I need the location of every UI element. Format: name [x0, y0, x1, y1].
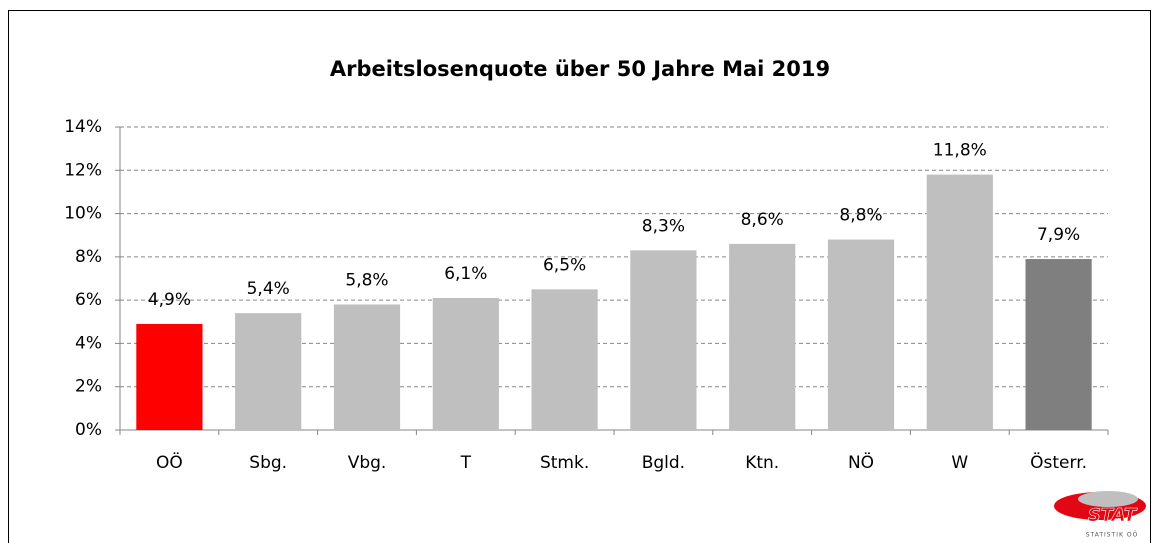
y-tick-label: 0%	[75, 420, 102, 440]
y-tick-label: 6%	[75, 290, 102, 310]
bar	[1025, 259, 1092, 430]
logo-text: STAT	[1088, 505, 1138, 526]
data-label: 7,9%	[1037, 225, 1080, 245]
chart-title: Arbeitslosenquote über 50 Jahre Mai 2019	[330, 57, 830, 81]
bar	[432, 297, 499, 430]
y-tick-label: 14%	[64, 117, 102, 137]
logo: STAT STATISTIK OÖ	[1054, 491, 1146, 539]
x-tick-label: T	[460, 453, 472, 473]
x-tick-label: NÖ	[848, 451, 874, 473]
data-label: 5,8%	[345, 270, 388, 290]
bar	[926, 174, 993, 430]
bar	[333, 304, 401, 430]
bar	[729, 243, 796, 430]
data-label: 8,3%	[642, 216, 685, 236]
data-label: 5,4%	[247, 279, 290, 299]
logo-shape	[1078, 491, 1138, 507]
bar	[136, 323, 203, 430]
x-tick-label: W	[951, 453, 968, 473]
data-label: 8,6%	[741, 210, 784, 230]
data-label: 6,5%	[543, 255, 586, 275]
bar	[531, 289, 598, 430]
bar	[827, 239, 895, 430]
x-tick-label: Bgld.	[642, 453, 685, 473]
y-tick-label: 8%	[75, 247, 102, 267]
x-tick-label: Vbg.	[348, 453, 387, 473]
data-label: 6,1%	[444, 264, 487, 284]
x-tick-label: Ktn.	[745, 453, 779, 473]
data-label: 8,8%	[839, 206, 882, 226]
data-label: 11,8%	[933, 141, 987, 161]
y-tick-label: 2%	[75, 377, 102, 397]
logo-subtext: STATISTIK OÖ	[1086, 532, 1139, 539]
bar	[630, 250, 697, 430]
y-tick-label: 4%	[75, 333, 102, 353]
bar	[235, 313, 302, 430]
y-tick-label: 12%	[64, 160, 102, 180]
data-label: 4,9%	[148, 290, 191, 310]
x-tick-label: Österr.	[1030, 451, 1087, 473]
x-tick-label: OÖ	[156, 451, 183, 473]
x-tick-label: Sbg.	[249, 453, 287, 473]
x-tick-label: Stmk.	[540, 453, 589, 473]
y-tick-label: 10%	[64, 204, 102, 224]
